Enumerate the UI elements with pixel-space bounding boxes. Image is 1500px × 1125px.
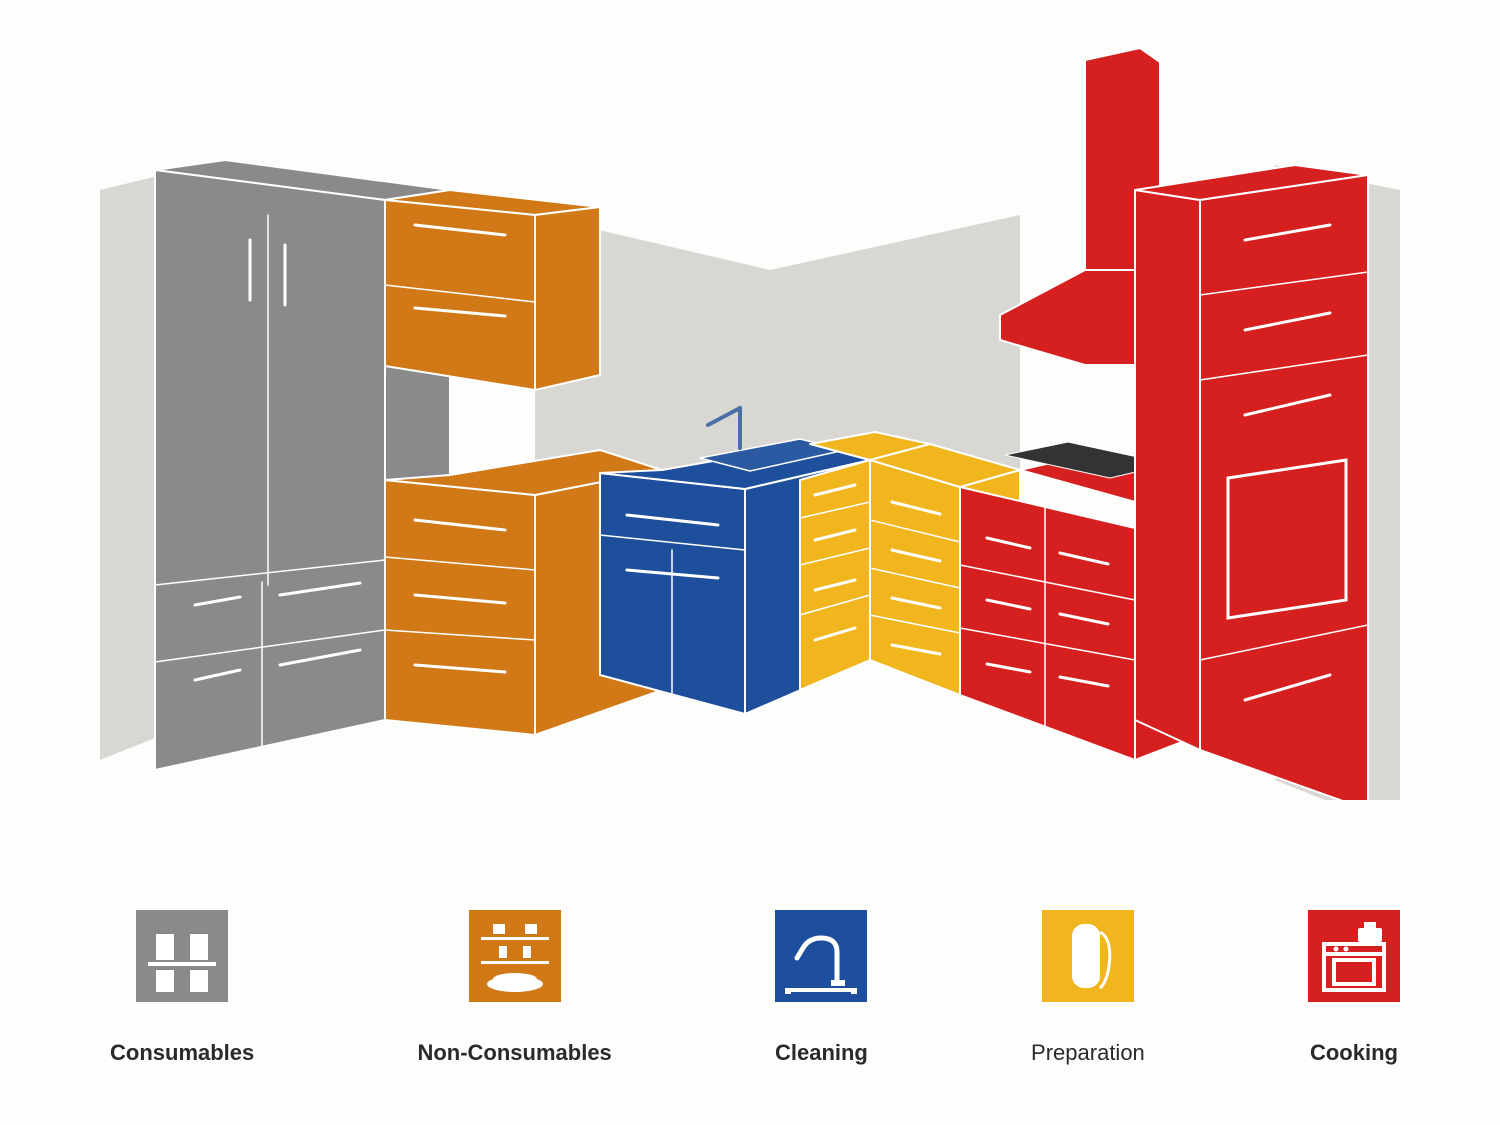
paper-towel-icon bbox=[1042, 910, 1134, 1002]
stove-icon bbox=[1308, 910, 1400, 1002]
dishes-icon bbox=[469, 910, 561, 1002]
legend-item-consumables: Consumables bbox=[110, 910, 254, 1066]
legend-item-nonconsumables: Non-Consumables bbox=[417, 910, 611, 1066]
legend-item-cooking: Cooking bbox=[1308, 910, 1400, 1066]
legend-label: Non-Consumables bbox=[417, 1040, 611, 1066]
legend-label: Consumables bbox=[110, 1040, 254, 1066]
legend-label: Preparation bbox=[1031, 1040, 1145, 1066]
kitchen-zones-diagram bbox=[100, 40, 1400, 800]
legend-item-preparation: Preparation bbox=[1031, 910, 1145, 1066]
legend-label: Cleaning bbox=[775, 1040, 868, 1066]
legend: Consumables Non-Consumables bbox=[110, 910, 1400, 1066]
faucet-icon bbox=[775, 910, 867, 1002]
storage-jars-icon bbox=[136, 910, 228, 1002]
legend-item-cleaning: Cleaning bbox=[775, 910, 868, 1066]
legend-label: Cooking bbox=[1310, 1040, 1398, 1066]
